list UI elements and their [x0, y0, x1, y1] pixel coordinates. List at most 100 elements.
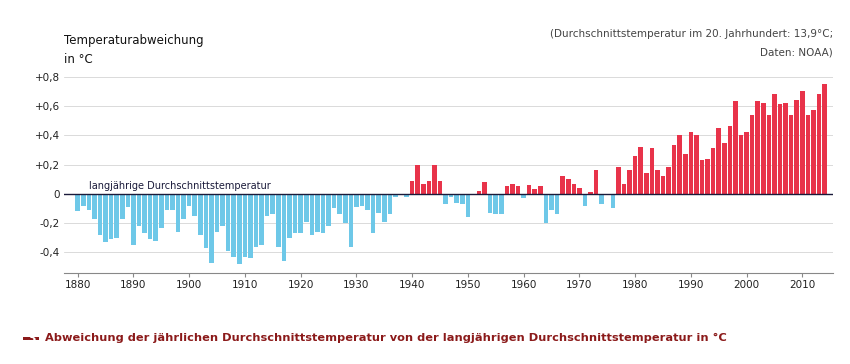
Bar	[382, 194, 387, 222]
Bar	[722, 143, 727, 194]
Bar	[438, 181, 442, 194]
Bar	[259, 194, 264, 245]
Bar	[131, 194, 136, 245]
Bar	[582, 194, 587, 206]
Bar	[103, 194, 108, 242]
Bar	[510, 183, 515, 194]
Bar	[789, 115, 794, 194]
Bar	[148, 194, 152, 239]
Bar	[594, 170, 598, 194]
Text: Temperaturabweichung: Temperaturabweichung	[64, 34, 203, 47]
Bar	[248, 194, 252, 258]
Bar	[455, 194, 459, 203]
Bar	[204, 194, 208, 248]
Bar	[767, 115, 771, 194]
Bar	[772, 94, 777, 194]
Bar	[811, 110, 816, 194]
Bar	[683, 154, 688, 194]
Bar	[800, 91, 805, 194]
Bar	[588, 192, 592, 194]
Bar	[488, 194, 492, 213]
Bar	[354, 194, 359, 207]
Bar	[215, 194, 219, 232]
Bar	[677, 135, 682, 194]
Bar	[176, 194, 180, 232]
Bar	[700, 160, 705, 194]
Text: Daten: NOAA): Daten: NOAA)	[760, 47, 833, 57]
Bar	[621, 183, 626, 194]
Bar	[521, 194, 526, 198]
Bar	[444, 194, 448, 204]
Bar	[527, 185, 531, 194]
Bar	[516, 186, 520, 194]
Text: langjährige Durchschnittstemperatur: langjährige Durchschnittstemperatur	[89, 181, 270, 191]
Bar	[728, 126, 732, 194]
Bar	[242, 194, 247, 257]
Bar	[115, 194, 119, 238]
Bar	[87, 194, 91, 210]
Bar	[377, 194, 381, 213]
Bar	[638, 147, 643, 194]
Bar	[494, 194, 498, 214]
Text: 3: 3	[27, 332, 36, 345]
Bar	[209, 194, 213, 263]
Bar	[784, 103, 788, 194]
Bar	[571, 183, 576, 194]
Bar	[265, 194, 269, 216]
Bar	[822, 84, 827, 194]
Bar	[81, 194, 86, 206]
Bar	[287, 194, 292, 238]
Bar	[170, 194, 175, 210]
Bar	[599, 194, 604, 204]
Bar	[706, 159, 710, 194]
Bar	[605, 194, 609, 195]
Bar	[421, 183, 426, 194]
Bar	[672, 146, 677, 194]
Bar	[756, 102, 760, 194]
Bar	[181, 194, 186, 219]
Bar	[326, 194, 331, 226]
Bar	[644, 173, 649, 194]
Bar	[477, 191, 481, 194]
Bar	[778, 104, 782, 194]
Bar	[566, 179, 570, 194]
Bar	[694, 135, 699, 194]
Bar	[98, 194, 102, 235]
Bar	[482, 182, 487, 194]
Bar	[226, 194, 230, 251]
Bar	[405, 194, 409, 197]
Bar	[717, 128, 721, 194]
Bar	[109, 194, 113, 239]
Text: in °C: in °C	[64, 52, 93, 66]
Bar	[120, 194, 125, 219]
Bar	[460, 194, 465, 204]
Bar	[795, 100, 799, 194]
Bar	[154, 194, 158, 241]
Bar	[750, 115, 755, 194]
Bar	[159, 194, 163, 228]
Bar	[281, 194, 286, 261]
Bar	[660, 176, 666, 194]
Bar	[610, 194, 615, 209]
Bar	[633, 156, 638, 194]
Bar	[505, 186, 509, 194]
Bar	[555, 194, 559, 214]
Bar	[298, 194, 303, 233]
Bar	[466, 194, 470, 217]
Bar	[549, 194, 554, 210]
Bar	[76, 194, 80, 211]
Bar	[237, 194, 241, 264]
Bar	[655, 170, 660, 194]
Bar	[142, 194, 147, 233]
Bar	[427, 181, 431, 194]
Bar	[666, 167, 671, 194]
Bar	[360, 194, 365, 206]
Bar	[577, 188, 581, 194]
Bar	[649, 149, 654, 194]
FancyBboxPatch shape	[23, 337, 39, 340]
Bar	[734, 102, 738, 194]
Bar	[410, 181, 415, 194]
Bar	[532, 189, 537, 194]
Bar	[544, 194, 548, 223]
Bar	[817, 94, 821, 194]
